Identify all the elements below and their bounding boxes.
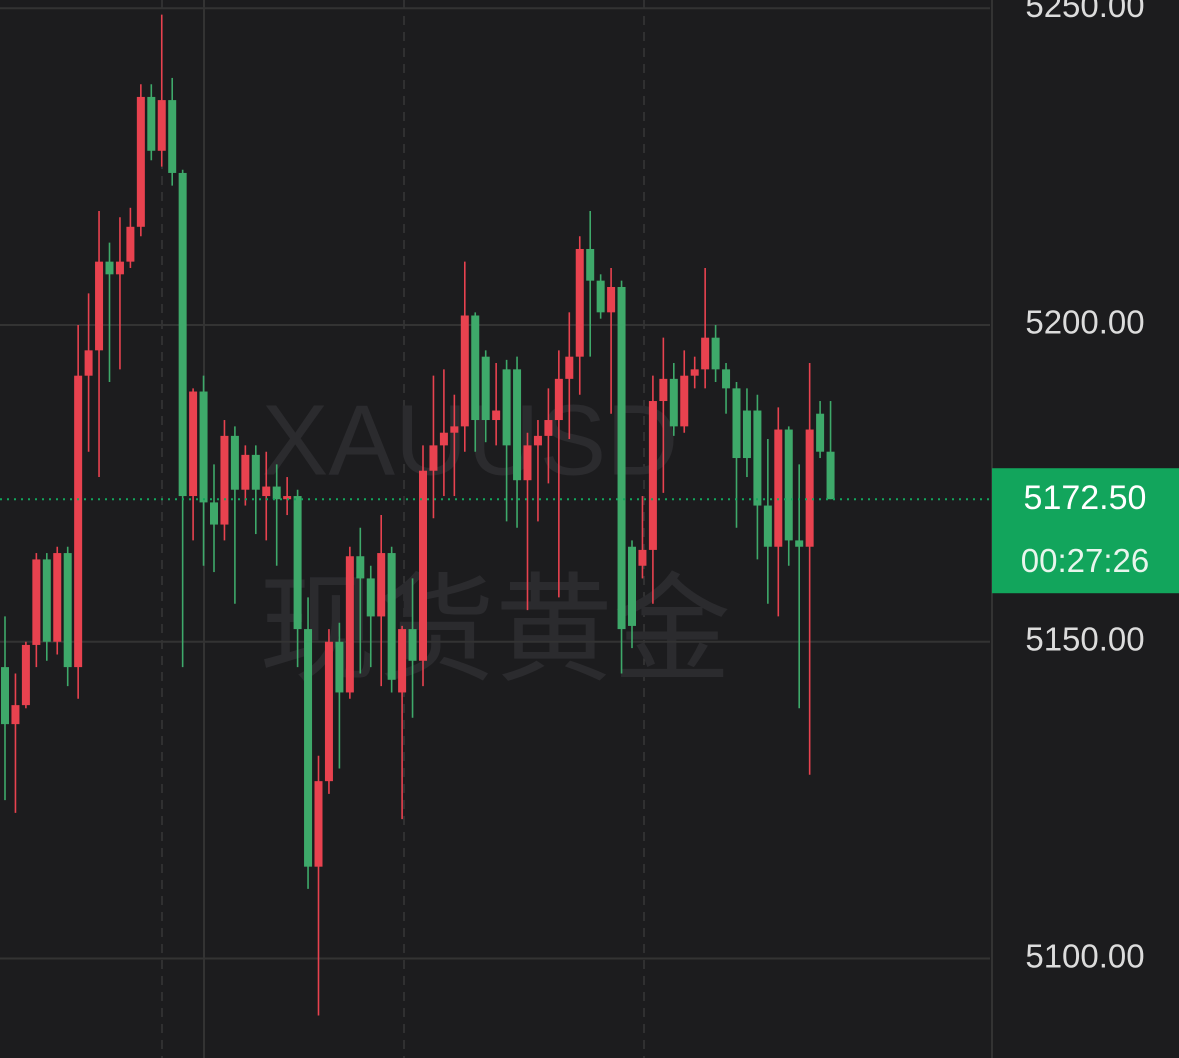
candle-body bbox=[53, 553, 62, 642]
candle-body bbox=[21, 644, 30, 706]
candle-body bbox=[314, 781, 323, 867]
candle-body bbox=[408, 629, 417, 661]
candle-body bbox=[63, 553, 72, 668]
candle-body bbox=[659, 378, 668, 402]
candle-body bbox=[533, 435, 542, 446]
candle-body bbox=[115, 261, 124, 275]
current-price-box bbox=[992, 468, 1179, 594]
candle-body bbox=[816, 413, 825, 452]
candle-body bbox=[826, 451, 835, 500]
candle-body bbox=[304, 629, 313, 867]
candle-body bbox=[324, 641, 333, 782]
countdown: 00:27:26 bbox=[1021, 542, 1149, 579]
candle-body bbox=[680, 375, 689, 427]
candle-body bbox=[439, 432, 448, 446]
candle-body bbox=[575, 248, 584, 357]
candle-body bbox=[753, 410, 762, 506]
candle-body bbox=[345, 556, 354, 693]
candle-body bbox=[690, 369, 699, 376]
candle-body bbox=[220, 435, 229, 525]
candle-body bbox=[513, 369, 522, 481]
candle-body bbox=[429, 445, 438, 471]
candle-body bbox=[335, 641, 344, 693]
candle-body bbox=[638, 549, 647, 566]
candle-body bbox=[387, 553, 396, 680]
candle-body bbox=[95, 261, 104, 351]
candle-body bbox=[210, 502, 218, 525]
candle-body bbox=[178, 172, 187, 497]
candle-body bbox=[732, 388, 741, 459]
candle-body bbox=[711, 337, 720, 370]
candle-body bbox=[1, 667, 9, 725]
candle-body bbox=[136, 96, 145, 227]
candle-body bbox=[701, 337, 710, 370]
candle-body bbox=[805, 429, 814, 547]
candle-body bbox=[450, 426, 459, 433]
candle-body bbox=[74, 375, 83, 668]
candle-body bbox=[42, 559, 51, 642]
candle-body bbox=[147, 96, 156, 151]
y-tick-label: 5250.00 bbox=[1025, 0, 1144, 24]
candle-body bbox=[628, 546, 636, 626]
candle-body bbox=[596, 280, 605, 313]
candle-body bbox=[742, 410, 751, 459]
candle-body bbox=[774, 429, 783, 547]
candle-body bbox=[272, 486, 281, 500]
candle-body bbox=[648, 401, 657, 550]
candle-body bbox=[586, 248, 595, 281]
candle-body bbox=[366, 578, 375, 617]
current-price-label: 5172.50 bbox=[1024, 479, 1147, 517]
candle-body bbox=[544, 420, 553, 436]
candle-body bbox=[377, 553, 386, 617]
candle-body bbox=[554, 378, 563, 421]
y-tick-label: 5150.00 bbox=[1025, 620, 1144, 657]
candle-body bbox=[11, 705, 20, 725]
candle-body bbox=[105, 261, 114, 275]
candle-body bbox=[168, 100, 177, 173]
candle-body bbox=[617, 286, 626, 630]
candle-body bbox=[356, 556, 365, 579]
candle-body bbox=[523, 445, 532, 481]
candle-body bbox=[241, 454, 250, 490]
candle-body bbox=[481, 356, 490, 421]
candle-body bbox=[795, 540, 804, 547]
candle-body bbox=[669, 378, 678, 427]
candle-body bbox=[722, 369, 731, 389]
candle-body bbox=[419, 470, 427, 661]
candle-body bbox=[763, 505, 772, 547]
candle-body bbox=[565, 356, 574, 379]
y-tick-label: 5100.00 bbox=[1025, 937, 1144, 974]
candle-body bbox=[283, 496, 292, 500]
candle-body bbox=[502, 369, 511, 446]
candle-body bbox=[460, 315, 469, 427]
candle-body bbox=[157, 100, 166, 151]
watermark: XAUUSD bbox=[262, 384, 679, 496]
candle-body bbox=[126, 226, 135, 262]
candle-body bbox=[492, 410, 501, 421]
candle-body bbox=[199, 391, 208, 503]
candle-body bbox=[84, 350, 93, 376]
candle-body bbox=[262, 486, 271, 497]
candle-body bbox=[189, 391, 198, 497]
candle-body bbox=[251, 454, 260, 490]
y-tick-label: 5200.00 bbox=[1025, 304, 1144, 341]
candle-body bbox=[784, 429, 793, 541]
candle-body bbox=[230, 435, 239, 490]
candle-body bbox=[471, 315, 480, 421]
candle-body bbox=[607, 286, 616, 313]
candle-body bbox=[32, 559, 41, 645]
candle-body bbox=[398, 629, 407, 693]
candle-body bbox=[293, 496, 302, 630]
